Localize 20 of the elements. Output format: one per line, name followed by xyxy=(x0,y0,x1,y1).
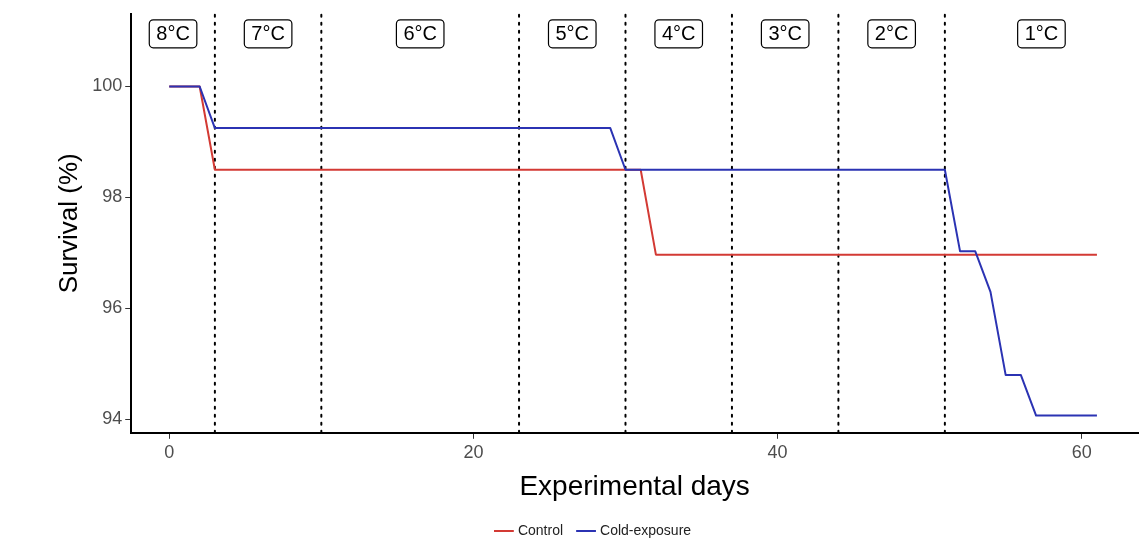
annotation: 1°C xyxy=(1024,22,1059,45)
annotation: 8°C xyxy=(156,22,190,45)
annotation: 3°C xyxy=(768,22,802,45)
annotation: 6°C xyxy=(403,22,437,45)
y-tick-label: 94 xyxy=(102,408,123,429)
y-axis-title: Survival (%) xyxy=(52,153,83,294)
annotation: 4°C xyxy=(661,22,696,45)
legend-label: Cold-exposure xyxy=(600,521,692,538)
y-tick-label: 100 xyxy=(92,75,123,96)
x-axis-title: Experimental days xyxy=(519,469,750,501)
y-tick-label: 98 xyxy=(102,186,123,207)
annotation: 2°C xyxy=(874,22,909,45)
annotation: 5°C xyxy=(555,22,590,45)
y-tick-label: 96 xyxy=(102,297,123,318)
x-tick-label: 0 xyxy=(164,441,175,462)
legend-label: Control xyxy=(517,521,564,538)
x-tick-label: 40 xyxy=(767,441,788,462)
x-tick-label: 60 xyxy=(1071,441,1092,462)
annotation: 7°C xyxy=(251,22,285,45)
x-tick-label: 20 xyxy=(463,441,484,462)
